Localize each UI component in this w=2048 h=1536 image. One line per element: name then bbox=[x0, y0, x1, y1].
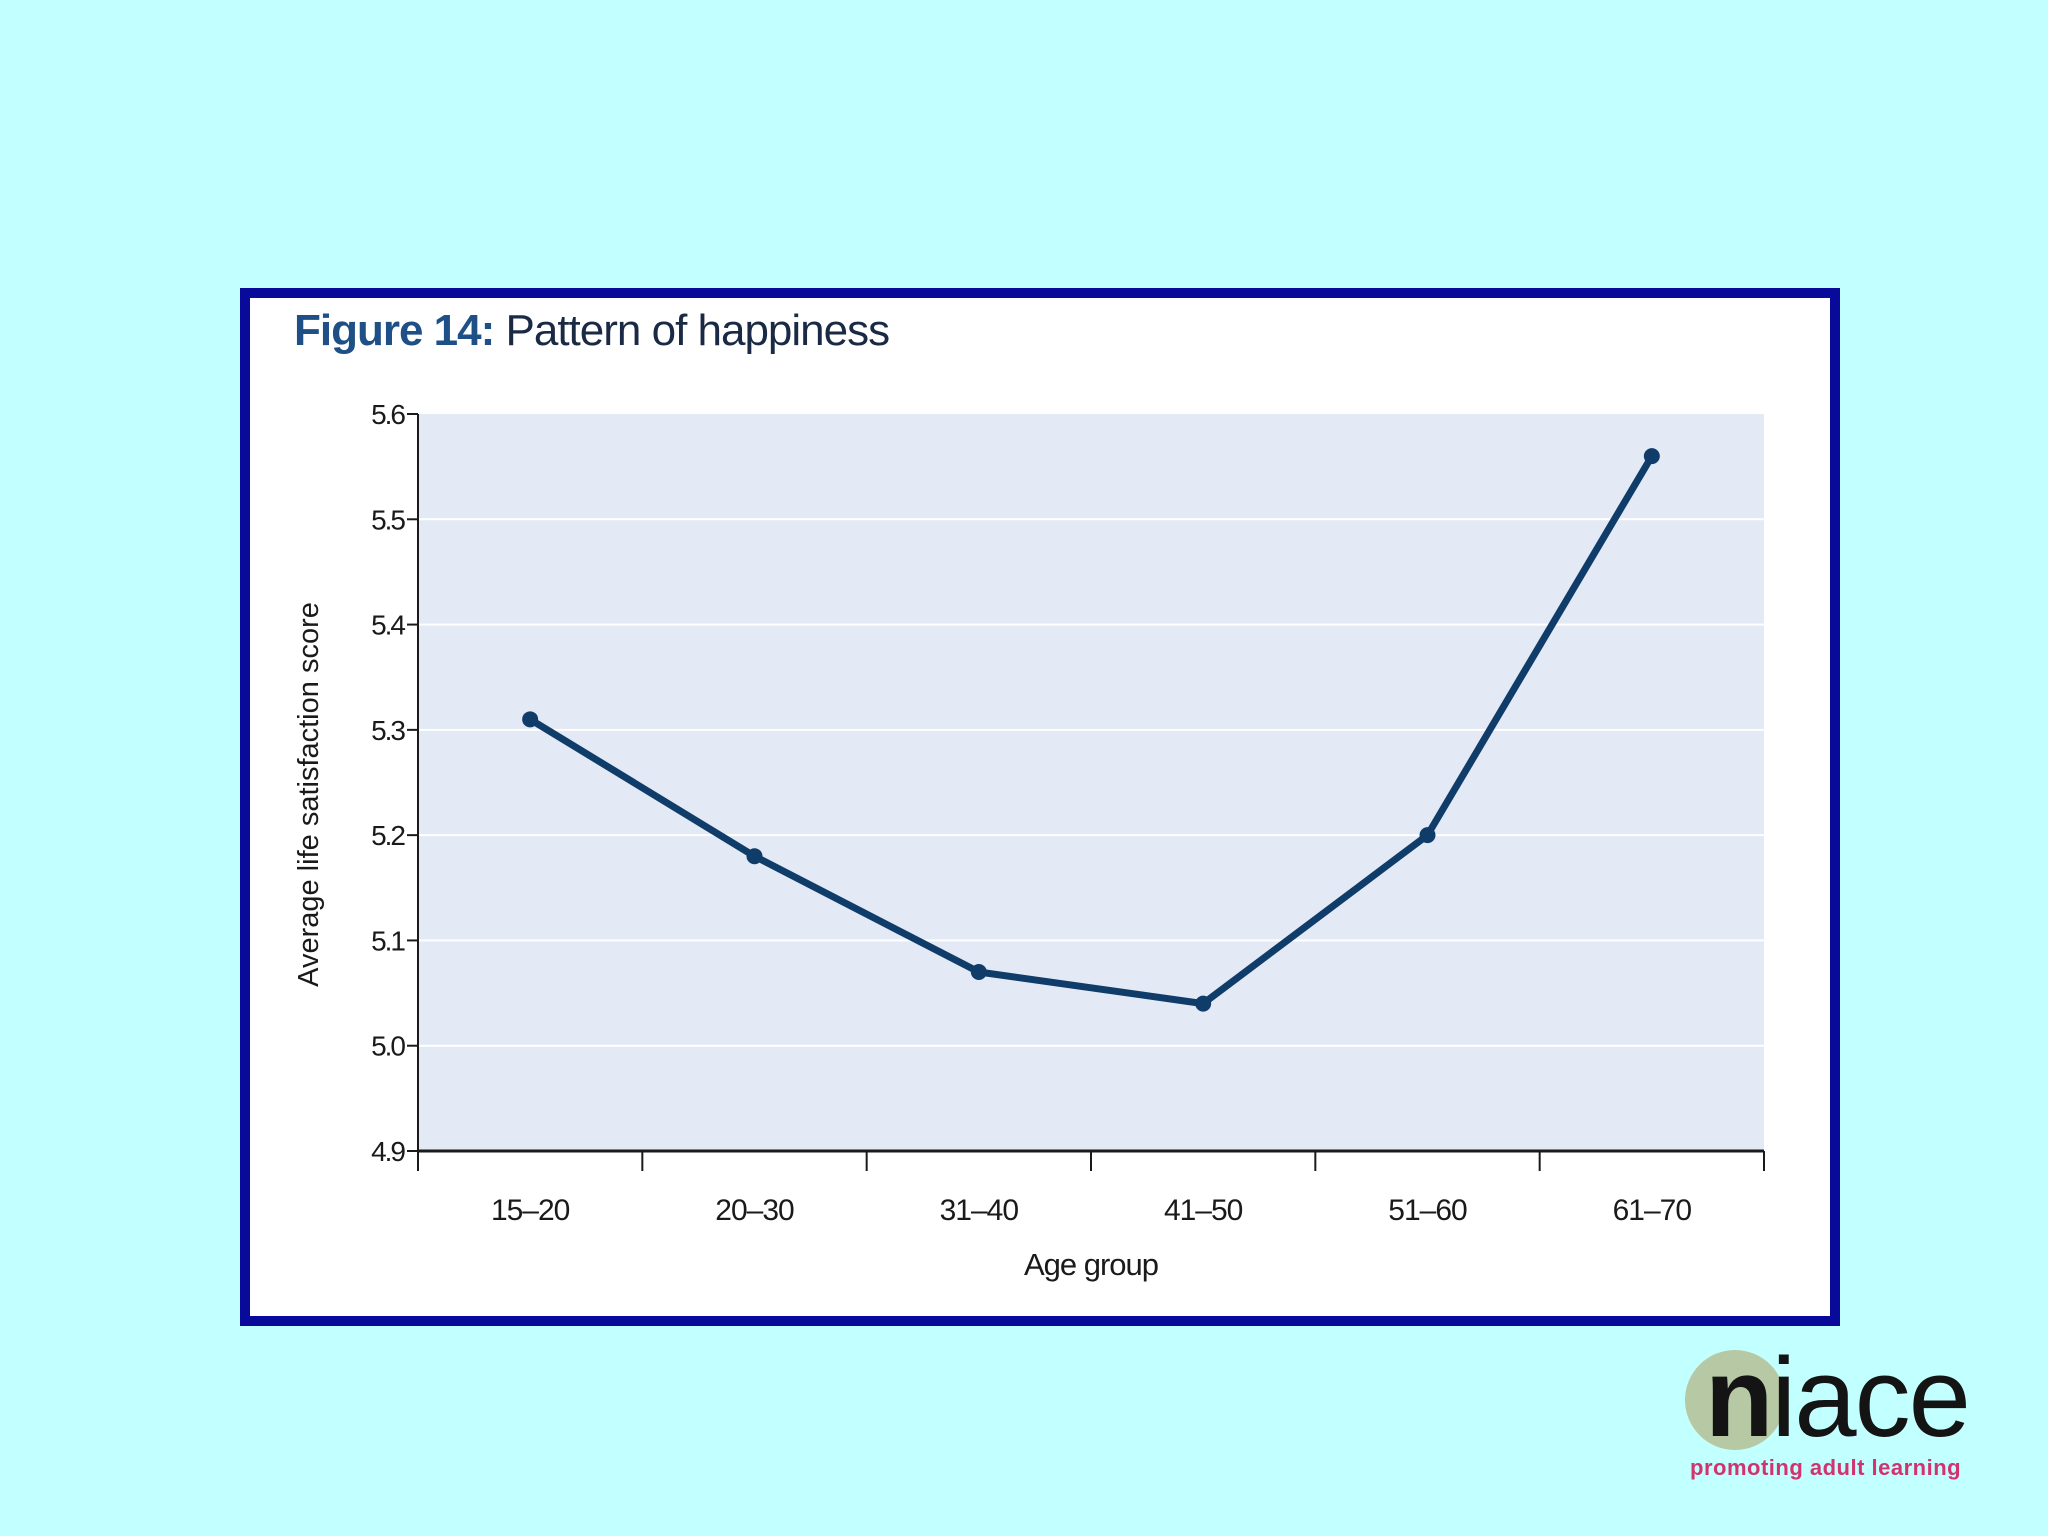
y-tick-label: 4.9 bbox=[371, 1136, 405, 1167]
x-axis-title: Age group bbox=[1024, 1247, 1158, 1282]
y-tick-label: 5.1 bbox=[371, 925, 405, 956]
data-point bbox=[1195, 995, 1212, 1012]
data-point bbox=[1643, 448, 1660, 465]
logo-circle bbox=[1685, 1350, 1785, 1450]
tick-labels: 4.9 5.0 5.1 5.2 5.3 5.4 5.5 5.6 15–20 20–30 31–40 4… bbox=[371, 399, 1692, 1227]
series bbox=[522, 448, 1660, 1012]
x-tick-label: 41–50 bbox=[1164, 1194, 1243, 1227]
data-point bbox=[970, 964, 987, 981]
logo-wordmark-rest: iace bbox=[1771, 1335, 1970, 1460]
figure-title-text: Pattern of happiness bbox=[505, 306, 891, 355]
figure-title-label: Figure 14: bbox=[294, 306, 495, 355]
axes bbox=[407, 413, 1765, 1171]
x-tick-label: 61–70 bbox=[1613, 1194, 1692, 1227]
x-tick-label: 51–60 bbox=[1388, 1194, 1467, 1227]
logo-wordmark-n: n bbox=[1705, 1335, 1773, 1460]
niace-logo: niace promoting adult learning bbox=[1685, 1335, 1985, 1485]
y-tick-label: 5.5 bbox=[371, 504, 405, 535]
figure-title: Figure 14: Pattern of happiness bbox=[294, 306, 891, 356]
y-tick-label: 5.6 bbox=[371, 399, 405, 430]
y-axis-title: Average life satisfaction score bbox=[293, 602, 325, 987]
data-point bbox=[1419, 827, 1436, 844]
x-tick-label: 20–30 bbox=[715, 1194, 794, 1227]
y-tick-label: 5.2 bbox=[371, 820, 405, 851]
data-point bbox=[522, 711, 539, 728]
logo-tagline: promoting adult learning bbox=[1690, 1455, 1962, 1480]
logo-wordmark: niace bbox=[1705, 1333, 1971, 1463]
y-tick-label: 5.0 bbox=[371, 1031, 405, 1062]
y-tick-label: 5.3 bbox=[371, 715, 405, 746]
gridlines bbox=[418, 518, 1764, 1047]
series-line bbox=[526, 452, 1656, 1008]
x-tick-label: 15–20 bbox=[491, 1194, 570, 1227]
data-point bbox=[746, 848, 763, 865]
x-tick-label: 31–40 bbox=[940, 1194, 1019, 1227]
plot-area bbox=[418, 414, 1764, 1151]
y-tick-label: 5.4 bbox=[371, 610, 405, 641]
